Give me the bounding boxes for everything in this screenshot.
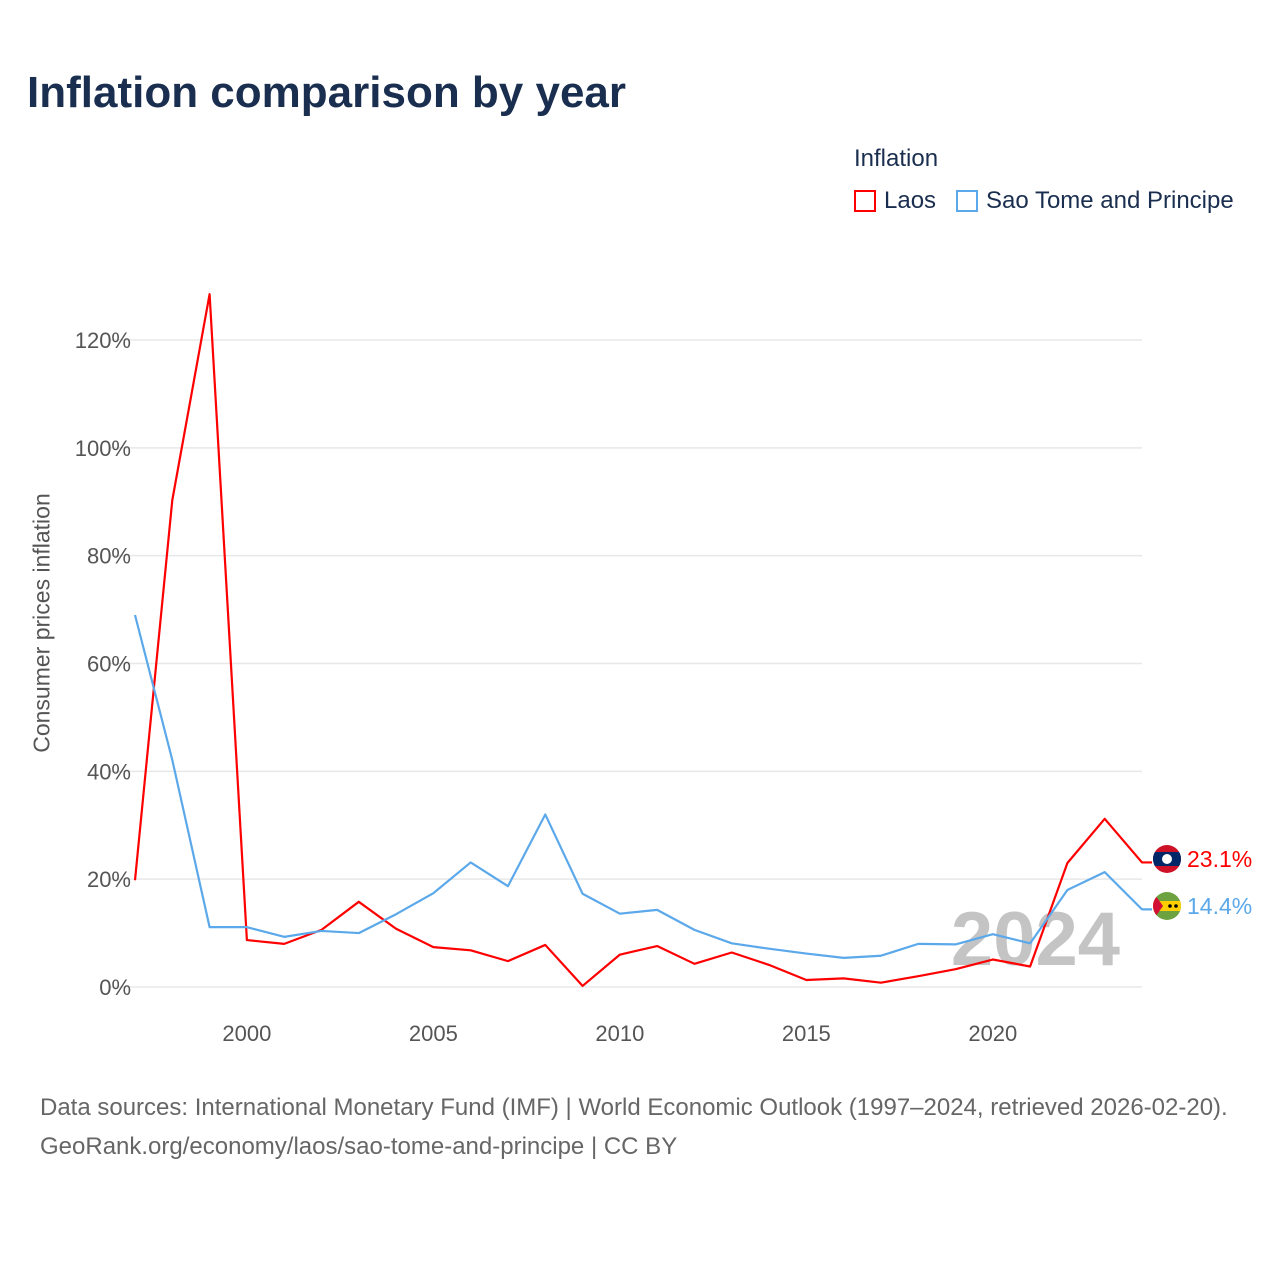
data-point[interactable] [357, 931, 361, 935]
data-point[interactable] [170, 498, 174, 502]
data-point[interactable] [469, 948, 473, 952]
end-value-label: 14.4% [1187, 893, 1252, 919]
data-point[interactable] [1065, 888, 1069, 892]
data-point[interactable] [1140, 860, 1144, 864]
data-point[interactable] [506, 959, 510, 963]
legend-swatch-laos [854, 190, 876, 212]
y-tick-label: 20% [87, 867, 131, 892]
x-tick-label: 2015 [782, 1021, 831, 1046]
data-point[interactable] [954, 942, 958, 946]
data-point[interactable] [804, 952, 808, 956]
data-point[interactable] [208, 292, 212, 296]
data-point[interactable] [1028, 941, 1032, 945]
data-point[interactable] [1103, 870, 1107, 874]
data-point[interactable] [991, 932, 995, 936]
data-point[interactable] [730, 950, 734, 954]
data-point[interactable] [208, 925, 212, 929]
data-point[interactable] [506, 884, 510, 888]
data-point[interactable] [618, 912, 622, 916]
y-tick-label: 40% [87, 759, 131, 784]
data-point[interactable] [282, 942, 286, 946]
x-tick-label: 2010 [595, 1021, 644, 1046]
data-point[interactable] [431, 891, 435, 895]
data-point[interactable] [842, 976, 846, 980]
legend-label: Sao Tome and Principe [986, 187, 1234, 214]
data-point[interactable] [692, 962, 696, 966]
data-point[interactable] [730, 941, 734, 945]
data-point[interactable] [431, 945, 435, 949]
data-point[interactable] [170, 758, 174, 762]
data-point[interactable] [469, 860, 473, 864]
data-point[interactable] [357, 900, 361, 904]
data-point[interactable] [916, 974, 920, 978]
y-tick-label: 0% [99, 975, 131, 1000]
legend-item-laos[interactable]: Laos [854, 187, 936, 215]
laos-flag-icon [1153, 845, 1181, 873]
data-point[interactable] [655, 908, 659, 912]
data-point[interactable] [319, 929, 323, 933]
y-tick-label: 60% [87, 652, 131, 677]
data-point[interactable] [394, 912, 398, 916]
data-point[interactable] [842, 956, 846, 960]
data-point[interactable] [543, 812, 547, 816]
legend-label: Laos [884, 187, 937, 214]
year-watermark: 2024 [951, 897, 1120, 982]
x-tick-label: 2005 [409, 1021, 458, 1046]
chart-title: Inflation comparison by year [27, 68, 627, 117]
data-point[interactable] [655, 944, 659, 948]
data-point[interactable] [879, 981, 883, 985]
data-point[interactable] [1140, 907, 1144, 911]
data-point[interactable] [879, 954, 883, 958]
data-point[interactable] [245, 925, 249, 929]
legend-title: Inflation [854, 145, 939, 172]
y-tick-label: 120% [75, 328, 131, 353]
data-point[interactable] [1065, 861, 1069, 865]
data-point[interactable] [133, 878, 137, 882]
x-tick-label: 2000 [222, 1021, 271, 1046]
data-point[interactable] [954, 967, 958, 971]
y-tick-label: 100% [75, 436, 131, 461]
data-point[interactable] [767, 963, 771, 967]
data-point[interactable] [394, 927, 398, 931]
y-tick-label: 80% [87, 544, 131, 569]
source-link[interactable]: GeoRank.org/economy/laos/sao-tome-and-pr… [40, 1133, 678, 1160]
footer: Data sources: International Monetary Fun… [40, 1088, 1250, 1166]
data-point[interactable] [543, 943, 547, 947]
data-point[interactable] [133, 613, 137, 617]
series-line-0[interactable] [133, 293, 1152, 988]
data-point[interactable] [916, 942, 920, 946]
data-point[interactable] [618, 953, 622, 957]
sao-tome-flag-icon [1153, 892, 1181, 920]
data-point[interactable] [1103, 817, 1107, 821]
end-value-label: 23.1% [1187, 846, 1252, 872]
data-point[interactable] [767, 947, 771, 951]
data-point[interactable] [991, 958, 995, 962]
data-point[interactable] [581, 984, 585, 988]
data-point[interactable] [282, 935, 286, 939]
data-point[interactable] [692, 928, 696, 932]
data-sources: Data sources: International Monetary Fun… [40, 1094, 1228, 1121]
legend-swatch-sao-tome [956, 190, 978, 212]
legend-item-sao-tome[interactable]: Sao Tome and Principe [956, 187, 1234, 215]
data-point[interactable] [1028, 965, 1032, 969]
x-tick-label: 2020 [968, 1021, 1017, 1046]
data-point[interactable] [581, 892, 585, 896]
series-line-1[interactable] [133, 614, 1152, 959]
data-point[interactable] [245, 938, 249, 942]
data-point[interactable] [804, 978, 808, 982]
